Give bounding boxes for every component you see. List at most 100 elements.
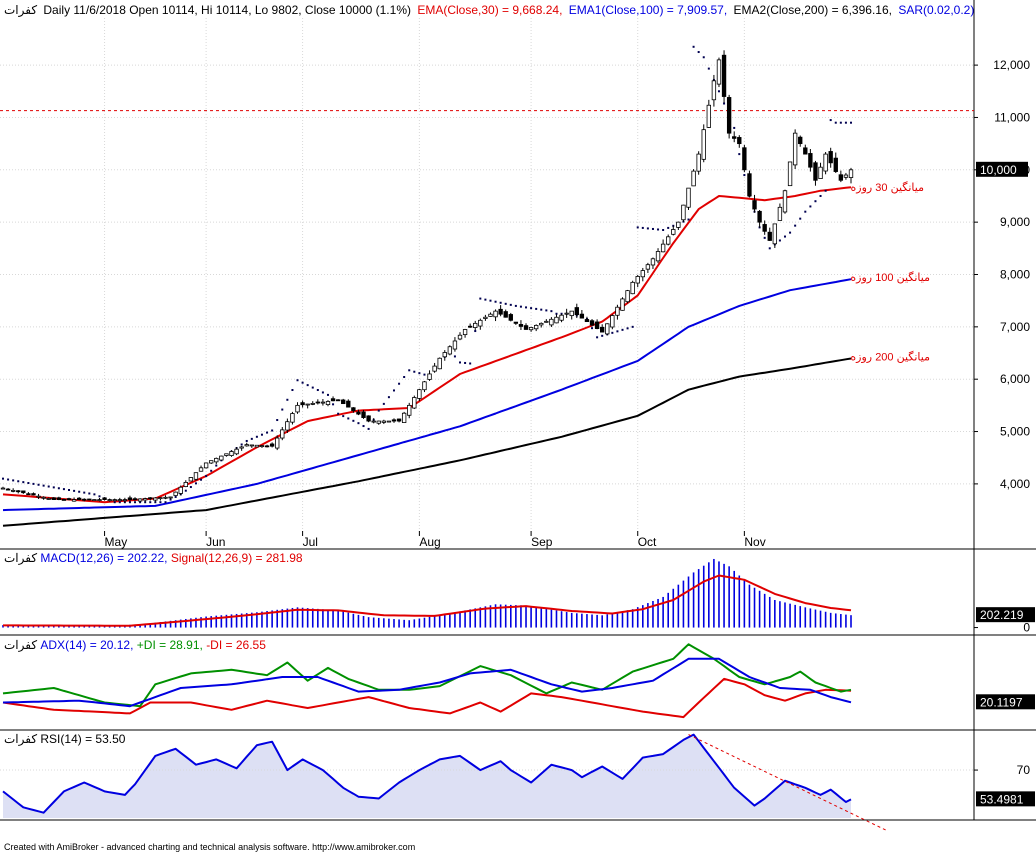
sar-dot bbox=[387, 396, 390, 399]
candle-body bbox=[36, 495, 41, 498]
sar-dot bbox=[474, 330, 477, 333]
sar-dot bbox=[88, 492, 91, 495]
sar-dot bbox=[535, 307, 538, 310]
sar-dot bbox=[210, 469, 213, 472]
sar-dot bbox=[2, 477, 4, 480]
sar-dot bbox=[789, 231, 792, 234]
sar-dot bbox=[514, 304, 517, 307]
candle-body bbox=[41, 496, 46, 499]
candle-body bbox=[493, 310, 498, 318]
rsi-title-group: کفرات RSI(14) = 53.50 bbox=[4, 732, 126, 746]
candle-body bbox=[66, 498, 72, 500]
candle-body bbox=[833, 157, 838, 172]
y-tick-label: 12,000 bbox=[993, 58, 1030, 72]
candle-body bbox=[848, 169, 854, 178]
sar-dot bbox=[453, 355, 456, 358]
sar-dot bbox=[159, 501, 162, 504]
candle-body bbox=[193, 472, 199, 480]
candle-body bbox=[808, 153, 813, 168]
sar-dot bbox=[7, 478, 10, 481]
candle-body bbox=[564, 312, 569, 315]
candle-body bbox=[295, 404, 300, 413]
x-tick-label: Jun bbox=[206, 535, 225, 549]
sar-dot bbox=[484, 298, 487, 301]
candle-body bbox=[275, 437, 280, 449]
sar-dot bbox=[626, 327, 629, 330]
sar-dot bbox=[403, 376, 406, 379]
candle-body bbox=[285, 421, 290, 431]
candle-body bbox=[828, 151, 833, 164]
candle-body bbox=[579, 313, 585, 319]
candle-body bbox=[351, 407, 356, 412]
candle-body bbox=[346, 400, 351, 408]
candle-body bbox=[361, 411, 366, 418]
candle-body bbox=[544, 320, 549, 323]
sar-dot bbox=[651, 227, 654, 230]
x-tick-label: May bbox=[105, 535, 128, 549]
candle-body bbox=[376, 420, 381, 424]
candle-body bbox=[518, 324, 524, 327]
candle-body bbox=[143, 498, 148, 501]
candle-body bbox=[229, 451, 234, 457]
candle-body bbox=[122, 499, 128, 501]
sar-dot bbox=[174, 495, 177, 498]
sar-dot bbox=[778, 239, 781, 242]
x-tick-label: Aug bbox=[419, 535, 440, 549]
sar-dot bbox=[37, 483, 40, 486]
candle-body bbox=[407, 404, 412, 416]
sar-dot bbox=[22, 481, 25, 484]
sar-dot bbox=[621, 328, 624, 331]
candle-body bbox=[163, 496, 168, 499]
x-tick-label: Sep bbox=[531, 535, 553, 549]
sar-dot bbox=[184, 489, 187, 492]
candle-body bbox=[798, 136, 803, 145]
candle-body bbox=[757, 210, 762, 223]
sar-dot bbox=[601, 334, 604, 337]
candle-body bbox=[706, 104, 711, 128]
sar-dot bbox=[540, 308, 543, 311]
sar-dot bbox=[113, 501, 116, 504]
sar-dot bbox=[768, 247, 771, 250]
candle-body bbox=[747, 173, 752, 197]
sar-dot bbox=[205, 475, 208, 478]
candles bbox=[0, 50, 854, 503]
sar-dot bbox=[499, 301, 502, 304]
x-tick-label: Nov bbox=[744, 535, 765, 549]
candle-body bbox=[645, 264, 651, 270]
sar-dot bbox=[814, 200, 817, 203]
sar-dot bbox=[154, 501, 157, 504]
candle-body bbox=[666, 236, 671, 245]
sar-dot bbox=[367, 427, 370, 430]
sar-dot bbox=[530, 307, 533, 310]
sar-dot bbox=[27, 482, 30, 485]
sar-dot bbox=[215, 464, 218, 467]
candle-body bbox=[681, 204, 686, 221]
candle-body bbox=[148, 497, 153, 500]
candle-body bbox=[97, 499, 102, 501]
sar-dot bbox=[733, 126, 736, 129]
candle-body bbox=[417, 389, 422, 399]
sar-dot bbox=[337, 412, 340, 415]
sar-dot bbox=[62, 488, 65, 491]
sar-dot bbox=[382, 402, 385, 405]
sar-dot bbox=[245, 439, 248, 442]
sar-dot bbox=[591, 327, 594, 330]
candle-body bbox=[432, 365, 437, 372]
sar-dot bbox=[240, 443, 243, 446]
price-info: Daily 11/6/2018 Open 10114, Hi 10114, Lo… bbox=[43, 3, 411, 17]
candle-body bbox=[589, 320, 595, 326]
candle-body bbox=[335, 399, 341, 402]
sar-dot bbox=[266, 431, 269, 434]
candle-body bbox=[209, 460, 214, 464]
candle-body bbox=[76, 497, 82, 500]
candle-body bbox=[584, 319, 590, 323]
sar-dot bbox=[479, 297, 482, 300]
candle-body bbox=[615, 306, 620, 316]
price-last-value-bg bbox=[976, 161, 1028, 177]
sar-dot bbox=[296, 379, 299, 382]
candle-body bbox=[696, 153, 701, 172]
candle-body bbox=[726, 97, 732, 134]
y-tick-label: 4,000 bbox=[1000, 477, 1030, 491]
candle-body bbox=[737, 137, 742, 145]
